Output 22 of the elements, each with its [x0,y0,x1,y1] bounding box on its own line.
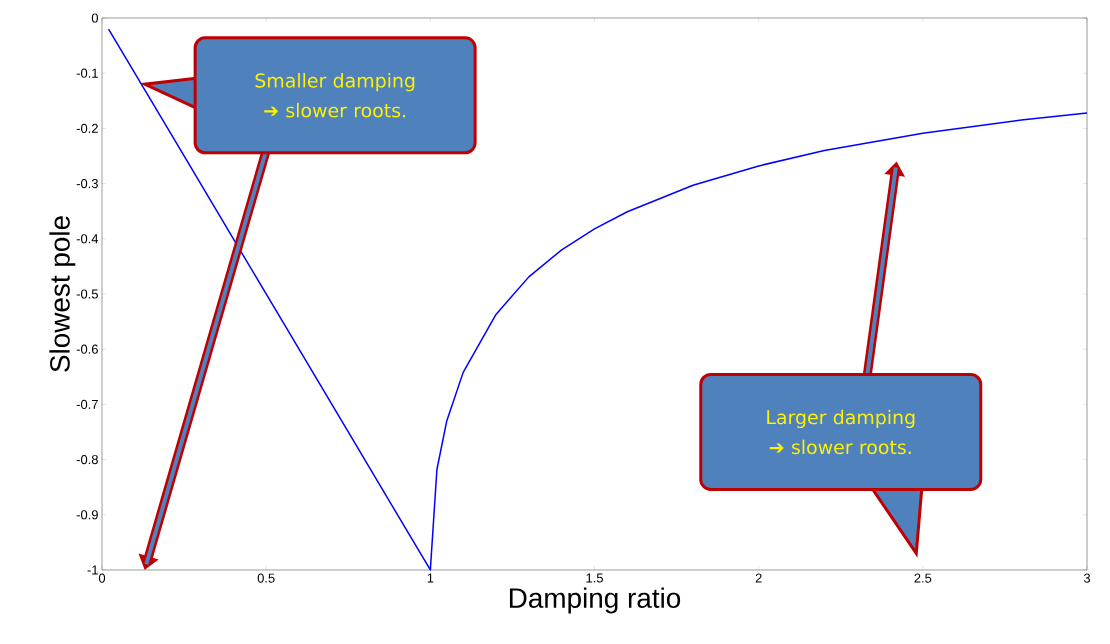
y-tick-label: -0.4 [76,234,99,244]
y-tick-label: -0.2 [76,123,98,133]
x-tick-label: 2 [755,573,762,583]
y-tick-label: -0.5 [76,289,98,299]
x-tick-label: 0.5 [257,573,275,583]
x-tick-label: 1.5 [586,573,603,583]
x-axis-title: Damping ratio [509,587,681,614]
y-tick-label: 0 [91,13,98,23]
x-tick-label: 2.5 [914,573,932,583]
x-tick-label: 3 [1083,573,1091,583]
y-tick-label: -0.6 [76,344,98,354]
annotation: Smaller damping ➔ slower roots. [255,73,415,118]
x-tick-label: 1 [427,573,434,583]
y-tick-label: -1 [87,565,98,575]
x-tick-label: 0 [98,573,106,583]
y-axis-title: Slowest pole [49,216,76,372]
annotation: Larger damping ➔ slower roots. [767,409,915,455]
y-tick-label: -0.8 [76,455,98,465]
y-tick-label: -0.3 [76,178,98,189]
y-tick-label: -0.7 [76,399,98,409]
y-tick-label: -0.1 [76,68,98,78]
y-tick-label: -0.9 [76,510,98,520]
